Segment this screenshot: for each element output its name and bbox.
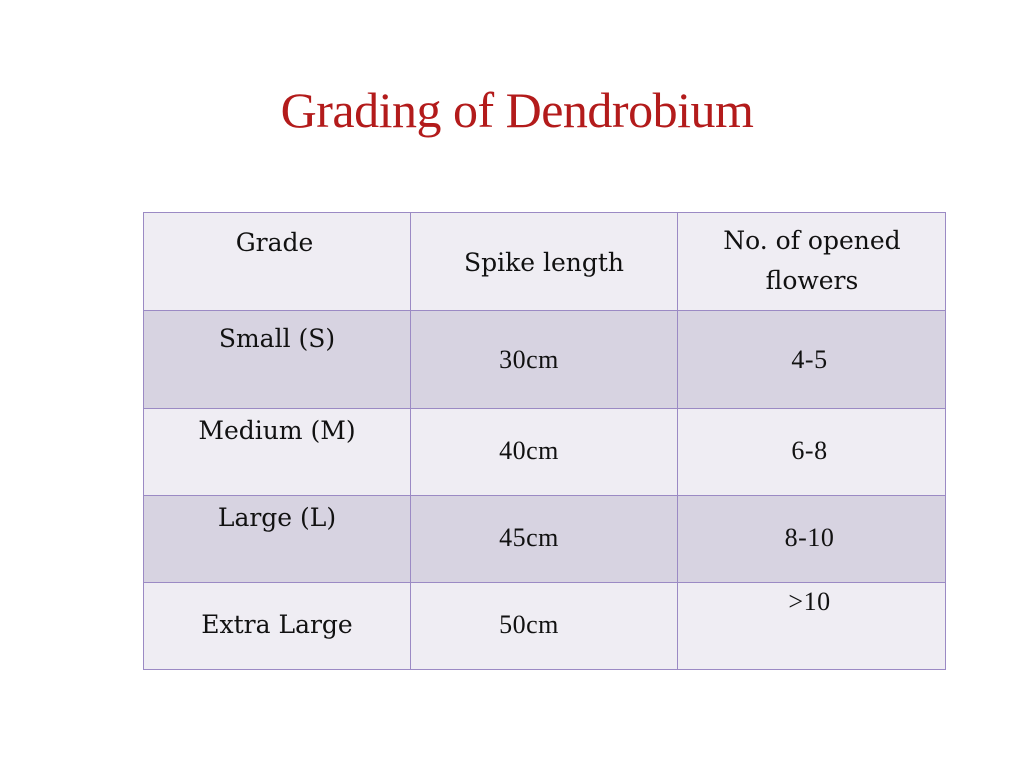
- opened-flowers-value: 6-8: [791, 436, 828, 465]
- spike-length-cell: 50cm: [410, 582, 678, 670]
- spike-length-value: 30cm: [499, 345, 559, 374]
- grade-cell: Medium (M): [143, 408, 411, 496]
- opened-flowers-value: >10: [788, 587, 831, 616]
- header-opened-flowers-label: No. of opened flowers: [723, 226, 901, 295]
- opened-flowers-cell: 6-8: [677, 408, 946, 496]
- grade-label: Medium (M): [198, 416, 356, 445]
- table-row: Extra Large 50cm >10: [143, 582, 946, 670]
- spike-length-value: 50cm: [499, 610, 559, 639]
- opened-flowers-value: 4-5: [791, 345, 828, 374]
- header-cell-spike-length: Spike length: [410, 212, 678, 311]
- table-row: Medium (M) 40cm 6-8: [143, 408, 946, 496]
- header-cell-opened-flowers: No. of opened flowers: [677, 212, 946, 311]
- header-cell-grade: Grade: [143, 212, 411, 311]
- opened-flowers-value: 8-10: [784, 523, 835, 552]
- spike-length-cell: 45cm: [410, 495, 678, 583]
- table-row: Small (S) 30cm 4-5: [143, 310, 946, 409]
- grade-label: Small (S): [218, 324, 336, 353]
- grade-cell: Small (S): [143, 310, 411, 409]
- grade-label: Extra Large: [201, 610, 353, 639]
- opened-flowers-cell: 4-5: [677, 310, 946, 409]
- header-spike-length-label: Spike length: [463, 248, 625, 277]
- spike-length-cell: 30cm: [410, 310, 678, 409]
- spike-length-value: 45cm: [499, 523, 559, 552]
- grading-table: Grade Spike length No. of opened flowers…: [143, 212, 946, 670]
- grade-cell: Large (L): [143, 495, 411, 583]
- slide-title: Grading of Dendrobium: [280, 82, 754, 138]
- header-grade-label: Grade: [235, 228, 314, 257]
- spike-length-cell: 40cm: [410, 408, 678, 496]
- table-row: Large (L) 45cm 8-10: [143, 495, 946, 583]
- grade-label: Large (L): [217, 503, 337, 532]
- table-header-row: Grade Spike length No. of opened flowers: [143, 212, 946, 311]
- spike-length-value: 40cm: [499, 436, 559, 465]
- opened-flowers-cell: 8-10: [677, 495, 946, 583]
- opened-flowers-cell: >10: [677, 582, 946, 670]
- grade-cell: Extra Large: [143, 582, 411, 670]
